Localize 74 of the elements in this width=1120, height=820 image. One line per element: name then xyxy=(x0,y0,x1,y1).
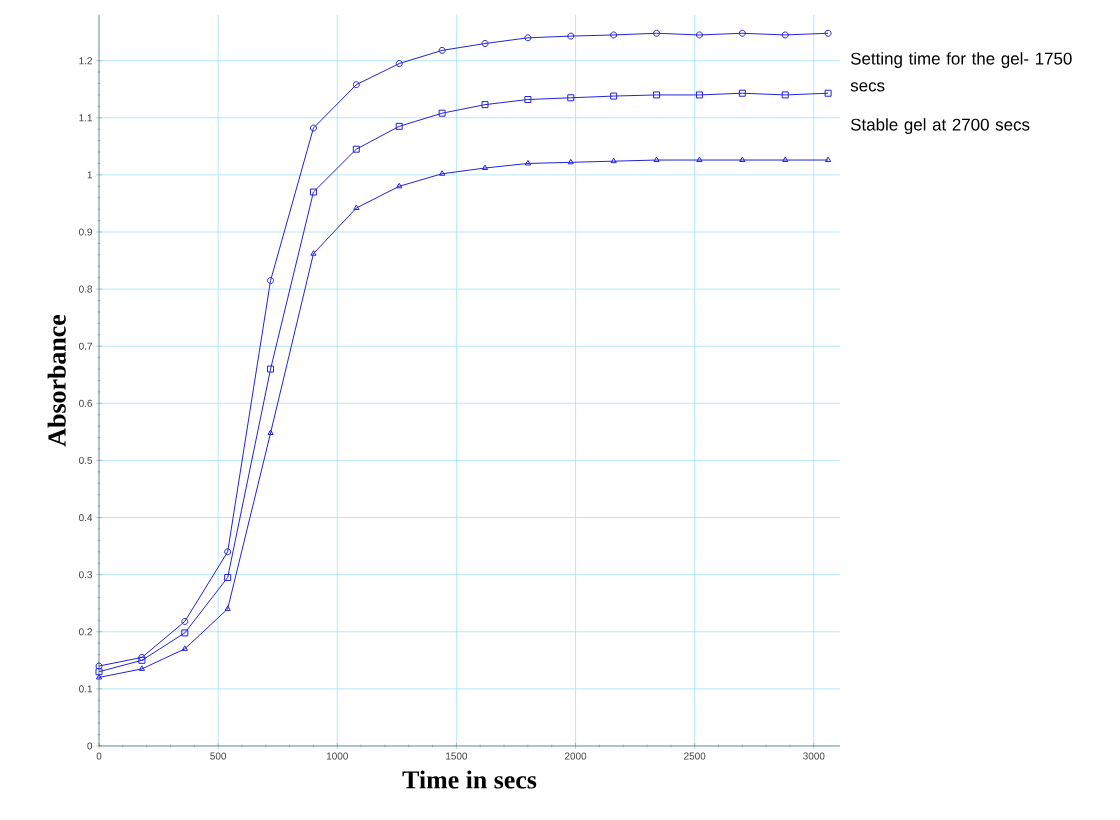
point xyxy=(739,156,746,163)
point xyxy=(267,277,275,285)
point xyxy=(481,164,489,171)
y-tick-label: 1.1 xyxy=(79,114,93,122)
x-tick-label: 2500 xyxy=(684,752,706,760)
point xyxy=(481,101,489,109)
point xyxy=(695,31,703,39)
point xyxy=(653,29,661,37)
point xyxy=(353,204,360,211)
point xyxy=(267,365,275,373)
point xyxy=(438,46,446,54)
point xyxy=(439,170,446,176)
point xyxy=(610,31,618,39)
text: Stable gel at 2700 secs xyxy=(850,118,1030,134)
x-tick-label: 1500 xyxy=(446,752,468,760)
point xyxy=(395,60,403,68)
point xyxy=(95,668,103,676)
point xyxy=(138,665,145,671)
y-tick-label: 0.9 xyxy=(79,228,93,236)
point xyxy=(395,122,403,130)
y-tick-label: 0 xyxy=(87,742,93,750)
point xyxy=(738,89,746,97)
point xyxy=(782,156,789,163)
x-tick-label: 3000 xyxy=(803,752,825,760)
point xyxy=(181,645,188,651)
x-tick-label: 2000 xyxy=(564,752,587,760)
point xyxy=(695,91,703,99)
point xyxy=(310,250,317,256)
point xyxy=(653,91,661,99)
y-tick-label: 0.8 xyxy=(79,285,93,293)
point xyxy=(824,89,832,97)
point xyxy=(738,29,746,37)
y-tick-label: 1 xyxy=(87,171,93,179)
y-axis-title: Absorbance xyxy=(47,314,66,447)
point xyxy=(438,109,446,117)
y-tick-label: 0.3 xyxy=(79,571,93,579)
y-tick-label: 1.2 xyxy=(79,57,92,65)
x-tick-label: 1000 xyxy=(326,752,348,760)
x-tick-label: 500 xyxy=(210,752,227,760)
point xyxy=(224,548,232,556)
y-tick-label: 0.1 xyxy=(79,685,93,693)
point xyxy=(696,156,703,163)
point xyxy=(396,182,403,189)
point xyxy=(524,159,531,166)
point xyxy=(781,91,789,99)
point xyxy=(567,94,575,102)
point xyxy=(138,653,146,661)
point xyxy=(138,656,146,664)
x-tick-label: 0 xyxy=(96,752,102,760)
point xyxy=(524,96,532,103)
point xyxy=(181,629,189,637)
y-tick-label: 0.4 xyxy=(79,514,93,522)
point xyxy=(267,429,274,436)
text: Setting time for the gel- 1750 secs xyxy=(850,52,1072,92)
y-tick-label: 0.2 xyxy=(79,628,92,636)
point xyxy=(481,40,489,48)
y-tick-label: 0.5 xyxy=(79,456,93,464)
point xyxy=(781,31,789,39)
point xyxy=(224,605,231,611)
point xyxy=(352,145,360,153)
y-tick-label: 0.7 xyxy=(79,342,92,350)
point xyxy=(610,157,617,164)
point xyxy=(567,158,574,165)
point xyxy=(224,574,232,582)
point xyxy=(653,156,660,163)
point xyxy=(610,92,618,100)
x-axis-title: Time in secs xyxy=(402,770,537,789)
point xyxy=(181,617,189,625)
point xyxy=(309,188,317,196)
y-tick-label: 0.6 xyxy=(79,399,93,407)
point xyxy=(309,124,317,132)
point xyxy=(567,32,575,40)
point xyxy=(352,81,360,89)
point xyxy=(524,34,532,42)
